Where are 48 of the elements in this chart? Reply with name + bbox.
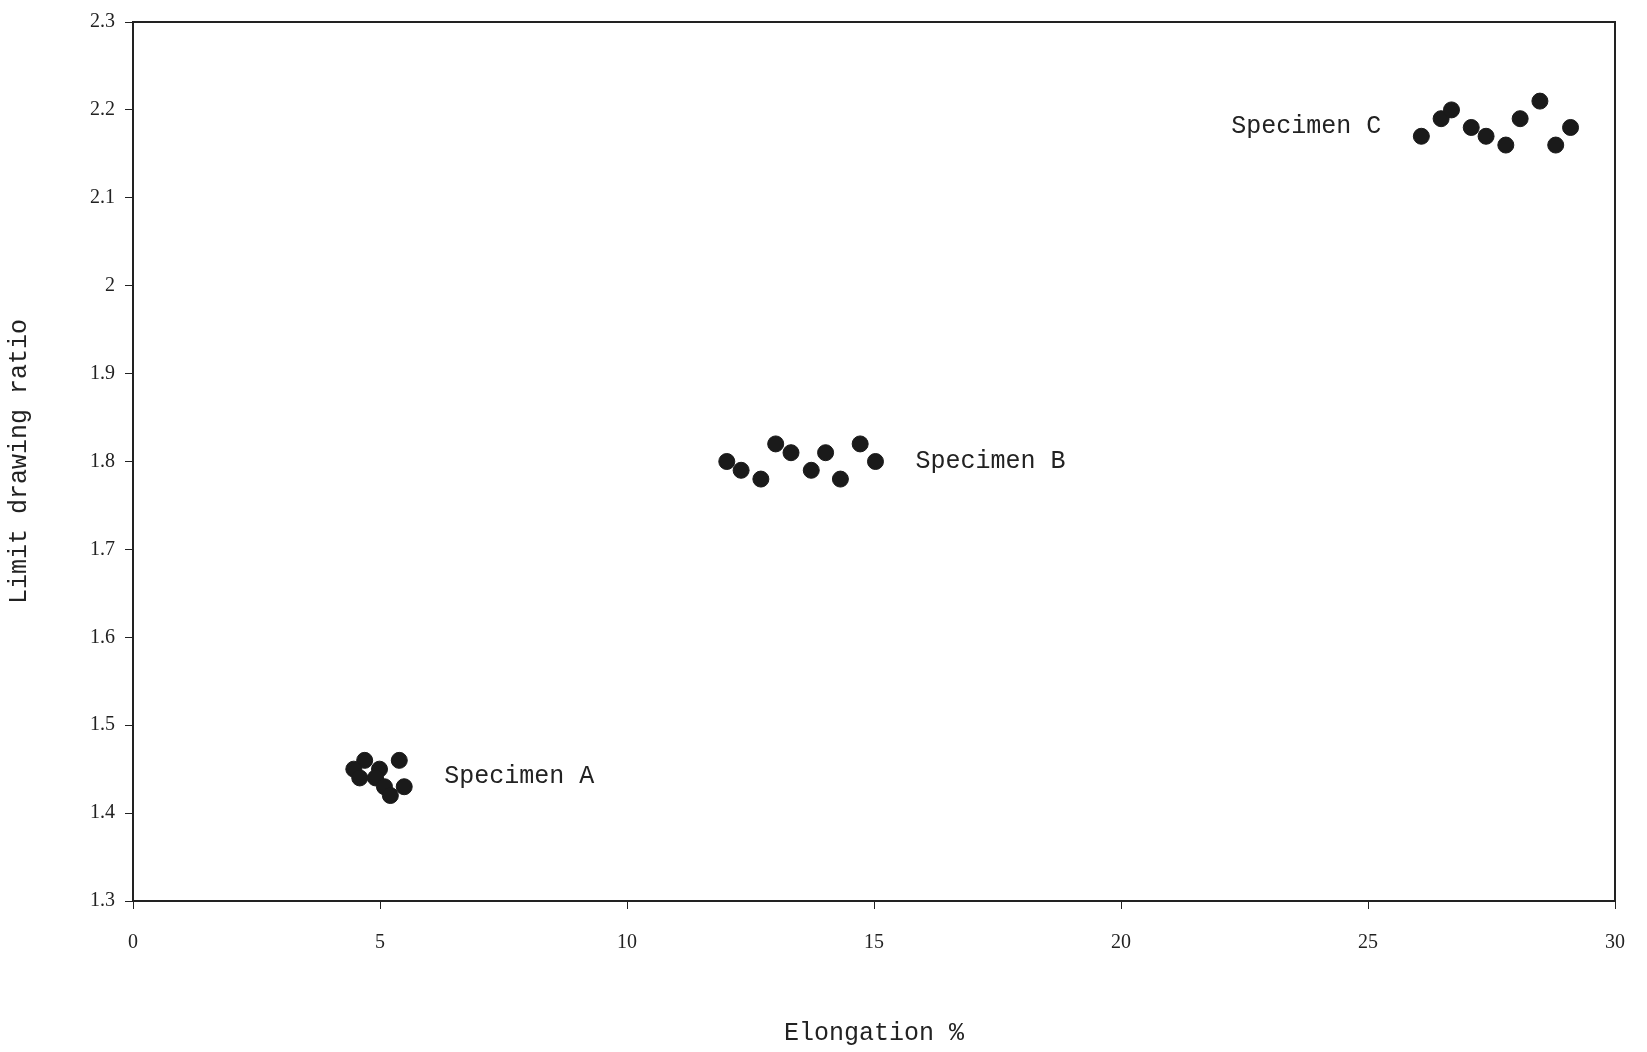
x-axis-title: Elongation % (783, 1018, 966, 1048)
y-tick-label: 1.4 (90, 800, 115, 823)
y-axis-title: Limit drawing ratio (4, 318, 34, 605)
point (866, 453, 884, 470)
point (356, 751, 374, 769)
point (1412, 127, 1430, 145)
series-label: Specimen C (1231, 112, 1382, 142)
x-tick-label: 0 (128, 930, 138, 953)
x-tick-label: 15 (864, 930, 884, 953)
x-tick-label: 20 (1111, 930, 1131, 953)
point (817, 444, 835, 462)
x-tick-label: 10 (617, 930, 637, 953)
point (351, 769, 369, 787)
x-tick-label: 30 (1605, 930, 1625, 953)
point (1462, 118, 1480, 136)
y-tick-label: 2 (105, 272, 115, 295)
point (802, 461, 820, 479)
point (1477, 127, 1495, 145)
point (767, 435, 785, 453)
point (831, 470, 849, 488)
y-tick-label: 1.5 (90, 712, 115, 735)
y-tick-label: 1.9 (90, 360, 115, 383)
point (782, 444, 800, 462)
series-label: Specimen B (915, 447, 1066, 477)
point (390, 751, 408, 769)
y-tick-label: 1.3 (90, 888, 115, 911)
point (718, 453, 736, 470)
point (732, 461, 750, 479)
y-tick-label: 2.3 (90, 9, 115, 32)
point (381, 787, 399, 805)
point (395, 778, 413, 796)
y-tick-label: 1.6 (90, 624, 115, 647)
point (851, 435, 869, 453)
point (1442, 101, 1460, 119)
point (1562, 118, 1580, 136)
x-tick-label: 5 (375, 930, 385, 953)
point (752, 470, 770, 488)
point (1511, 110, 1529, 128)
x-tick-label: 25 (1358, 930, 1378, 953)
y-tick-label: 1.7 (90, 536, 115, 559)
series-label: Specimen A (444, 761, 595, 791)
y-tick-label: 2.2 (90, 97, 115, 120)
point (1432, 110, 1450, 128)
point (1497, 136, 1515, 154)
point (1547, 136, 1565, 154)
point (1531, 92, 1549, 110)
y-tick-label: 2.1 (90, 185, 115, 208)
y-tick-label: 1.8 (90, 448, 115, 471)
